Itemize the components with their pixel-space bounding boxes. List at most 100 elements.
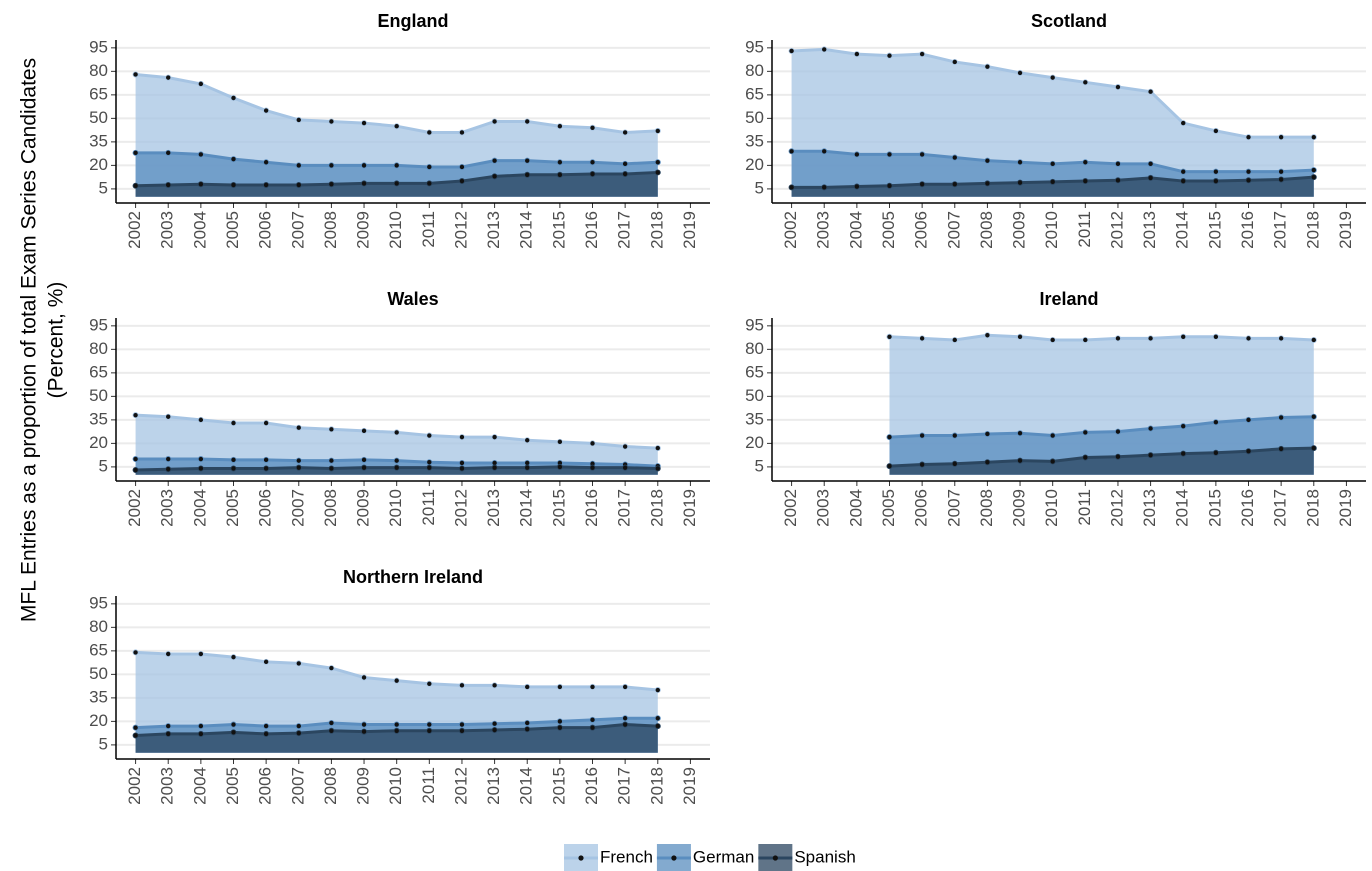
x-tick-label: 2019 <box>1336 489 1355 527</box>
x-tick-label: 2005 <box>223 767 242 805</box>
point <box>263 420 270 427</box>
point <box>393 162 400 169</box>
x-tick-label: 2018 <box>1303 489 1322 527</box>
x-tick-label: 2006 <box>256 211 275 249</box>
point <box>1049 432 1056 439</box>
y-tick-label: 65 <box>745 362 764 381</box>
y-tick-label: 80 <box>745 339 764 358</box>
point <box>1278 445 1285 452</box>
point <box>328 665 335 672</box>
y-tick-label: 20 <box>745 433 764 452</box>
x-tick-label: 2014 <box>517 489 536 527</box>
point <box>361 162 368 169</box>
point <box>589 124 596 131</box>
x-tick-label: 2012 <box>1107 489 1126 527</box>
x-tick-label: 2016 <box>582 489 601 527</box>
legend-label: French <box>600 847 653 866</box>
point <box>589 159 596 166</box>
point <box>165 181 172 188</box>
point <box>1082 429 1089 436</box>
point <box>654 127 661 134</box>
x-tick-label: 2006 <box>912 211 931 249</box>
y-tick-label: 80 <box>89 339 108 358</box>
point <box>458 178 465 185</box>
point <box>328 457 335 464</box>
point <box>589 440 596 447</box>
point <box>328 465 335 472</box>
x-tick-label: 2012 <box>451 489 470 527</box>
point <box>295 660 302 667</box>
x-tick-label: 2004 <box>846 211 865 249</box>
x-tick-label: 2009 <box>1010 489 1029 527</box>
y-tick-label: 50 <box>89 108 108 127</box>
point <box>1114 160 1121 167</box>
point <box>622 683 629 690</box>
point <box>1212 127 1219 134</box>
point <box>328 426 335 433</box>
y-tick-label: 95 <box>89 315 108 334</box>
point <box>1180 423 1187 430</box>
point <box>1310 445 1317 452</box>
point <box>1310 413 1317 420</box>
legend-key-point <box>671 855 677 861</box>
y-tick-label: 50 <box>745 386 764 405</box>
x-tick-label: 2004 <box>190 767 209 805</box>
line <box>889 415 1314 439</box>
point <box>654 715 661 722</box>
point <box>886 52 893 59</box>
y-tick-label: 20 <box>745 155 764 174</box>
point <box>1017 430 1024 437</box>
point <box>788 184 795 191</box>
point <box>426 129 433 136</box>
point <box>328 162 335 169</box>
point <box>1278 168 1285 175</box>
x-tick-label: 2014 <box>1173 489 1192 527</box>
point <box>328 118 335 125</box>
point <box>984 63 991 70</box>
x-tick-label: 2008 <box>321 211 340 249</box>
point <box>1278 134 1285 141</box>
point <box>132 412 139 419</box>
y-tick-label: 35 <box>745 131 764 150</box>
x-tick-label: 2008 <box>321 489 340 527</box>
point <box>524 118 531 125</box>
x-tick-label: 2004 <box>846 489 865 527</box>
y-tick-label: 35 <box>89 409 108 428</box>
x-tick-label: 2011 <box>419 211 438 248</box>
point <box>1180 450 1187 457</box>
point <box>165 74 172 81</box>
y-tick-label: 95 <box>745 315 764 334</box>
point <box>295 181 302 188</box>
point <box>654 723 661 730</box>
x-tick-label: 2016 <box>1238 489 1257 527</box>
point <box>1082 159 1089 166</box>
point <box>132 182 139 189</box>
point <box>393 457 400 464</box>
point <box>491 682 498 689</box>
point <box>426 163 433 170</box>
x-tick-label: 2014 <box>517 211 536 249</box>
point <box>853 51 860 58</box>
x-tick-label: 2013 <box>484 489 503 527</box>
point <box>132 456 139 463</box>
x-tick-label: 2004 <box>190 489 209 527</box>
point <box>230 181 237 188</box>
x-tick-label: 2006 <box>912 489 931 527</box>
point <box>132 467 139 474</box>
y-tick-label: 65 <box>89 84 108 103</box>
point <box>295 730 302 737</box>
point <box>197 465 204 472</box>
point <box>230 420 237 427</box>
point <box>1310 336 1317 343</box>
point <box>886 434 893 441</box>
point <box>1245 335 1252 342</box>
x-tick-label: 2010 <box>386 489 405 527</box>
point <box>197 650 204 657</box>
point <box>1310 174 1317 181</box>
point <box>328 727 335 734</box>
point <box>1180 333 1187 340</box>
point <box>491 727 498 734</box>
point <box>1212 449 1219 456</box>
point <box>295 424 302 431</box>
